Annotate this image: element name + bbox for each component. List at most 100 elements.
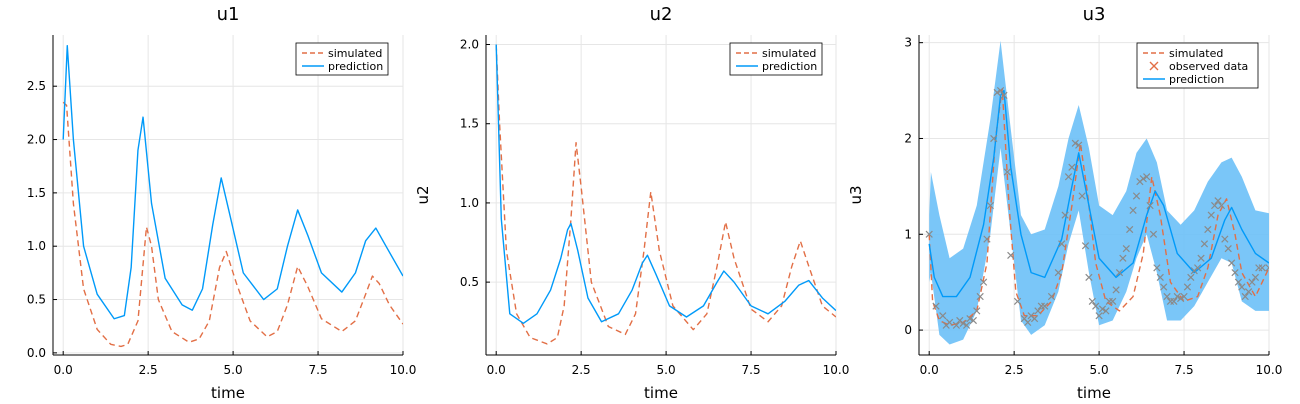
observed-point (1224, 245, 1232, 253)
observed-point (1000, 91, 1008, 99)
chart-title: u3 (1083, 4, 1106, 25)
observed-point (976, 292, 984, 301)
observed-point (1221, 235, 1229, 243)
observed-point (1163, 292, 1171, 301)
observed-point (1214, 197, 1222, 205)
observed-point (1068, 163, 1076, 171)
observed-point (1204, 225, 1212, 234)
plot-area (495, 44, 836, 345)
observed-point (1139, 175, 1147, 183)
y-axis-label: u2 (414, 185, 432, 204)
observed-point (1112, 286, 1120, 294)
x-axis-label: time (1077, 384, 1111, 400)
observed-point (925, 230, 933, 238)
y-tick-label: 1 (904, 227, 912, 241)
legend-label: simulated (1169, 47, 1223, 60)
legend-swatch-observed (1149, 61, 1159, 71)
observed-point (1075, 141, 1083, 149)
observed-point (1241, 292, 1249, 301)
observed-point (1071, 139, 1079, 147)
observed-point (1166, 297, 1175, 305)
legend-label: simulated (328, 47, 382, 60)
x-tick-label: 0.0 (920, 363, 939, 377)
observed-point (1088, 297, 1096, 305)
x-tick-label: 5.0 (657, 363, 676, 377)
legend-box (295, 42, 389, 76)
y-tick-label: 2 (904, 131, 912, 145)
observed-point (1227, 259, 1236, 267)
x-tick-label: 7.5 (742, 363, 761, 377)
observed-point (1146, 201, 1154, 210)
observed-point (1037, 302, 1045, 310)
observed-point (1058, 240, 1066, 248)
observed-point (1251, 273, 1260, 282)
y-tick-label: 0 (904, 323, 912, 337)
observed-point (969, 316, 977, 325)
observed-point (1102, 307, 1110, 315)
observed-point (1030, 314, 1039, 323)
observed-point (1211, 201, 1219, 210)
x-tick-label: 10.0 (390, 363, 417, 377)
prediction-band (929, 40, 1269, 345)
observed-point (1129, 206, 1137, 214)
y-tick-label: 1.0 (27, 239, 46, 253)
y-tick-label: 2.5 (27, 79, 46, 93)
x-tick-label: 0.0 (487, 363, 506, 377)
x-tick-label: 7.5 (309, 363, 328, 377)
observed-point (996, 86, 1005, 95)
observed-point (1061, 211, 1069, 219)
observed-point (1149, 230, 1158, 238)
chart-u3: 0.0 2.5 5.0 7.5 10.0 0 1 2 3 u3 time u3 simulatedobs… (847, 4, 1283, 402)
series-simulated (928, 87, 1269, 326)
observed-point (945, 318, 954, 327)
observed-point (962, 321, 971, 329)
plot-area (925, 40, 1269, 345)
y-tick-label: 0.5 (460, 275, 479, 289)
chart-title: u1 (217, 4, 240, 25)
observed-point (983, 235, 991, 243)
observed-point (1238, 283, 1246, 291)
observed-point (1115, 268, 1124, 277)
series-prediction (62, 44, 403, 320)
observed-point (966, 314, 974, 323)
chart-u2: 0.0 2.5 5.0 7.5 10.0 0.5 1.0 1.5 2.0 u2 time u2 simu… (414, 4, 849, 402)
y-tick-label: 1.0 (460, 196, 479, 210)
observed-point (1081, 242, 1090, 250)
legend-box (729, 42, 823, 76)
y-tick-label: 1.5 (27, 186, 46, 200)
legend-label: prediction (762, 60, 817, 73)
observed-point (1143, 173, 1151, 181)
observed-point (1187, 273, 1195, 282)
observed-point (1173, 292, 1181, 301)
x-axis-label: time (211, 384, 245, 400)
plot-area (62, 44, 403, 348)
observed-point (1234, 278, 1243, 286)
observed-point (1231, 268, 1239, 277)
observed-point (979, 278, 988, 286)
observed-point (1132, 192, 1141, 200)
observed-point (986, 201, 994, 210)
observed-point (1064, 173, 1073, 181)
observed-point (1041, 302, 1049, 310)
observed-point (990, 134, 998, 143)
observed-point (1105, 297, 1113, 305)
x-tick-label: 5.0 (1090, 363, 1109, 377)
y-tick-label: 0.5 (27, 293, 46, 307)
observed-point (1024, 318, 1032, 327)
observed-point (1177, 294, 1185, 303)
y-tick-label: 2.0 (27, 133, 46, 147)
x-tick-label: 2.5 (1005, 363, 1024, 377)
observed-point (1054, 268, 1062, 277)
y-tick-label: 3 (904, 36, 912, 50)
x-tick-label: 0.0 (54, 363, 73, 377)
observed-point (1194, 264, 1202, 272)
series-prediction (928, 89, 1269, 298)
legend-label: prediction (328, 60, 383, 73)
legend-box (1136, 42, 1259, 89)
observed-point (1003, 168, 1011, 176)
observed-point (973, 307, 981, 315)
x-tick-label: 10.0 (1256, 363, 1283, 377)
